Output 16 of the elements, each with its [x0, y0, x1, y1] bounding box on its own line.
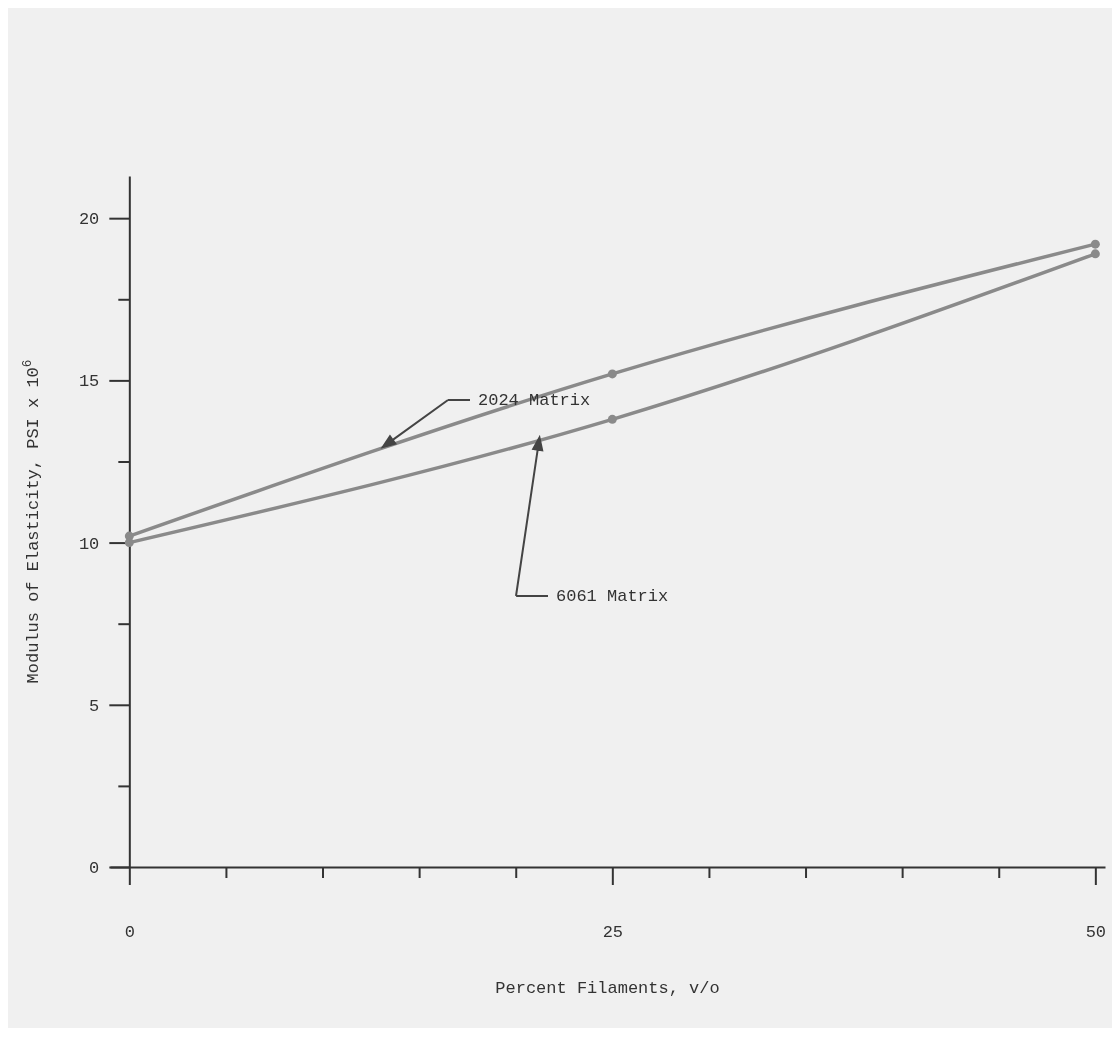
- series-label: 2024 Matrix: [478, 390, 591, 410]
- x-tick-label: 25: [602, 923, 624, 943]
- point: [1090, 249, 1100, 259]
- y-tick-label: 15: [78, 372, 100, 392]
- x-tick-label: 50: [1085, 923, 1107, 943]
- x-tick-label: 0: [124, 923, 135, 943]
- point: [607, 369, 617, 379]
- y-tick-label: 20: [78, 210, 100, 230]
- y-tick-label: 5: [89, 696, 100, 716]
- text: 6061 Matrix: [556, 586, 669, 606]
- x-axis-title: Percent Filaments, v/o: [495, 979, 720, 998]
- point: [1090, 239, 1100, 249]
- point: [124, 538, 134, 548]
- y-tick-label: 10: [78, 534, 100, 554]
- point: [607, 414, 617, 424]
- y-tick-label: 0: [89, 858, 100, 878]
